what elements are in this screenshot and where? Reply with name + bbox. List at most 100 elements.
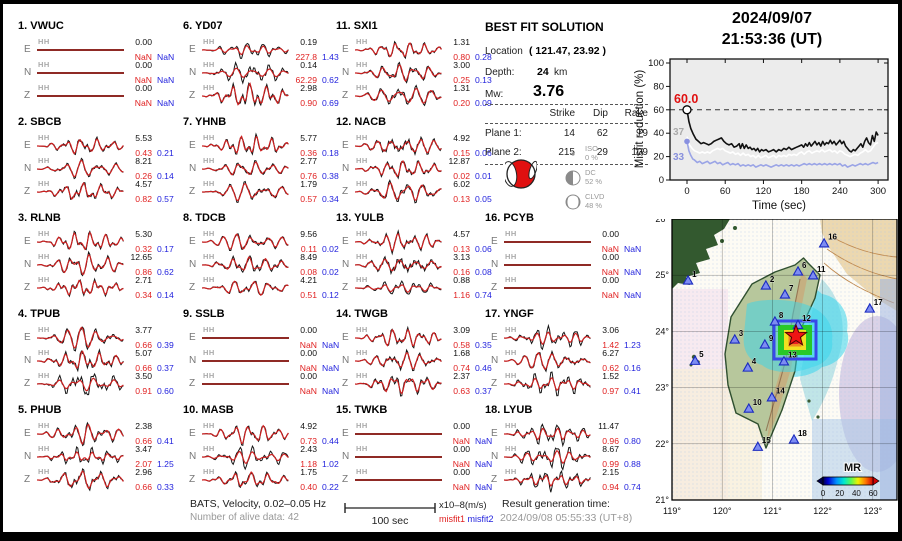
iso-icon [565,146,581,162]
amp-value: 0.19 [300,37,317,47]
misfit2-value: 0.41 [624,386,641,396]
waveform-trace [355,325,442,349]
fit-values: 5.07 0.66 0.37 [122,348,182,376]
waveform-trace [504,241,591,243]
misfit2-value: NaN [157,52,175,62]
misfit1-value: 0.26 [135,171,152,181]
plane-value: 62 [596,128,608,139]
component-label: E [24,236,31,247]
waveform-trace [37,421,124,447]
table-header: Strike [549,108,575,119]
waveform-trace [37,277,124,298]
misfit2-value: 0.16 [624,363,641,373]
waveform-trace [202,383,289,385]
channel-label: HH [38,37,50,46]
misfit2-value: 0.39 [157,340,174,350]
channel-label: HH [203,37,215,46]
waveform-trace [37,72,124,74]
component-label: N [491,451,499,462]
waveform-trace [37,95,124,97]
channel-label: HH [203,179,215,188]
channel-label: HH [356,133,368,142]
misfit1-value: NaN [134,75,152,85]
fit-values: 3.00 0.25 0.13 [440,60,500,88]
fit-values: 1.68 0.74 0.46 [440,348,500,376]
synthetic-trace [37,279,124,296]
waveform-trace [202,61,289,85]
amp-value: 1.79 [300,179,317,189]
observed-trace [37,446,124,466]
synthetic-trace [202,280,289,297]
synthetic-trace [355,377,442,395]
component-label: N [342,451,350,462]
fit-values: 0.00 NaN NaN [440,467,500,495]
misfit2-value: 0.22 [322,482,339,492]
station-marker-icon [792,265,804,276]
fit-values: 0.14 62.29 0.62 [287,60,347,88]
channel-label: HH [505,325,517,334]
search-grid-box [772,319,818,361]
amp-value: 0.00 [453,444,470,454]
misfit2-value: 0.06 [475,244,492,254]
misfit1-value: 227.8 [295,52,317,62]
misfit2-value: 1.25 [157,459,174,469]
misfit1-value: 0.66 [135,340,152,350]
misfit2-value: 0.17 [157,244,174,254]
observed-trace [355,229,442,256]
misfit2-value: 0.60 [157,386,174,396]
station-marker-icon [864,302,876,313]
misfit1-value: 1.18 [300,459,317,469]
amp-value: 0.00 [602,252,619,262]
amp-value: 5.77 [300,133,317,143]
amp-value: 2.96 [135,467,152,477]
component-label: Z [342,378,349,389]
synthetic-trace [202,45,289,56]
waveform-trace [37,446,124,466]
waveform-trace [504,423,591,448]
station-marker-label: 1 [692,270,697,279]
misfit1-value: 0.66 [135,363,152,373]
fit-values: 0.00 NaN NaN [122,37,182,65]
misfit1-value: 0.08 [300,267,317,277]
amp-value: 4.92 [453,133,470,143]
colorbar-tick: 60 [869,489,878,498]
channel-label: HH [38,444,50,453]
observed-trace [355,179,442,204]
waveform-trace [202,254,289,274]
fit-values: 8.49 0.08 0.02 [287,252,347,280]
location-label: Location [485,46,523,57]
channel-label: HH [38,325,50,334]
misfit1-value: NaN [134,52,152,62]
component-label: E [189,428,196,439]
synthetic-trace [355,42,442,58]
synthetic-trace [355,63,442,82]
waveform-trace [355,456,442,458]
channel-label: HH [505,229,517,238]
waveform-trace [504,264,591,266]
divider [485,123,648,124]
misfit2-legend: misfit2 [467,514,494,524]
plot-area [670,59,888,180]
waveform-trace [202,280,289,297]
misfit2-value: 0.88 [624,459,641,469]
decomp-item: DC 52 % [585,168,602,186]
channel-label: HH [38,83,50,92]
station-marker-icon [689,355,701,365]
fit-values: 4.92 0.73 0.44 [287,421,347,449]
station-marker-label: 8 [779,311,784,320]
station-header: 8. TDCB [183,212,226,224]
station-block: 1. VWUC E HH 0.00 NaN NaN N HH 0.00 NaN NaN Z HH 0.00… [18,20,183,112]
x-tick-label: 240 [832,186,848,197]
channel-label: HH [203,467,215,476]
amp-value: 8.21 [135,156,152,166]
synthetic-trace [37,231,124,251]
misfit1-value: 0.36 [300,148,317,158]
component-label: N [24,451,32,462]
component-label: Z [491,378,498,389]
channel-label: HH [38,467,50,476]
misfit1-value: NaN [601,244,619,254]
misfit-legend: misfit1 misfit2 [439,514,494,524]
solution-panel: BEST FIT SOLUTION Location ( 121.47, 23.… [485,16,665,216]
fit-values: 0.88 1.16 0.74 [440,275,500,303]
misfit1-value: 1.42 [602,340,619,350]
